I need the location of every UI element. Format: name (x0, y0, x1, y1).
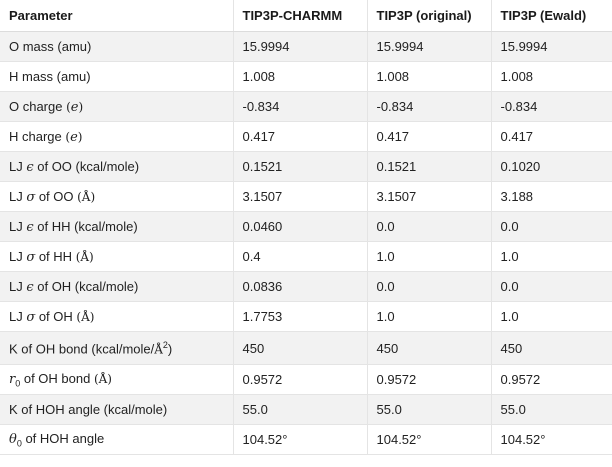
parameter-cell: K of OH bond (kcal/mole/Å2) (0, 331, 234, 365)
table-row: LJ ϵ of OH (kcal/mole) 0.0836 0.0 0.0 (0, 271, 612, 302)
parameter-cell: LJ ϵ of OH (kcal/mole) (0, 271, 234, 302)
parameter-cell: LJ ϵ of HH (kcal/mole) (0, 211, 234, 242)
table-row: r0 of OH bond (Å) 0.9572 0.9572 0.9572 (0, 364, 612, 395)
parameter-cell: r0 of OH bond (Å) (0, 364, 234, 395)
value-cell: 0.0836 (233, 271, 368, 302)
parameter-cell: O mass (amu) (0, 31, 234, 62)
parameter-cell: LJ σ of HH (Å) (0, 241, 234, 272)
value-cell: 0.9572 (491, 364, 612, 395)
value-cell: 0.0 (491, 271, 612, 302)
header-tip3p-original: TIP3P (original) (367, 0, 492, 32)
value-cell: 0.417 (233, 121, 368, 152)
value-cell: 104.52° (491, 424, 612, 455)
value-cell: 0.1020 (491, 151, 612, 182)
value-cell: 55.0 (491, 394, 612, 425)
value-cell: 3.188 (491, 181, 612, 212)
value-cell: 0.0 (367, 271, 492, 302)
value-cell: 1.0 (491, 241, 612, 272)
table-row: LJ σ of OO (Å) 3.1507 3.1507 3.188 (0, 181, 612, 212)
value-cell: 1.008 (367, 61, 492, 92)
table-row: K of HOH angle (kcal/mole) 55.0 55.0 55.… (0, 394, 612, 425)
header-tip3p-ewald: TIP3P (Ewald) (491, 0, 612, 32)
value-cell: 0.9572 (367, 364, 492, 395)
parameter-cell: LJ ϵ of OO (kcal/mole) (0, 151, 234, 182)
value-cell: 15.9994 (491, 31, 612, 62)
value-cell: -0.834 (367, 91, 492, 122)
value-cell: 55.0 (233, 394, 368, 425)
value-cell: -0.834 (491, 91, 612, 122)
value-cell: 0.1521 (233, 151, 368, 182)
value-cell: 104.52° (367, 424, 492, 455)
value-cell: 15.9994 (233, 31, 368, 62)
value-cell: 3.1507 (367, 181, 492, 212)
table-row: θ0 of HOH angle 104.52° 104.52° 104.52° (0, 424, 612, 455)
value-cell: 0.9572 (233, 364, 368, 395)
value-cell: 3.1507 (233, 181, 368, 212)
parameter-cell: LJ σ of OO (Å) (0, 181, 234, 212)
table-row: H mass (amu) 1.008 1.008 1.008 (0, 61, 612, 92)
table-row: LJ σ of HH (Å) 0.4 1.0 1.0 (0, 241, 612, 272)
parameter-cell: O charge (e) (0, 91, 234, 122)
parameter-table: Parameter TIP3P-CHARMM TIP3P (original) … (0, 0, 612, 455)
value-cell: -0.834 (233, 91, 368, 122)
parameter-cell: H charge (e) (0, 121, 234, 152)
value-cell: 1.0 (367, 241, 492, 272)
header-tip3p-charmm: TIP3P-CHARMM (233, 0, 368, 32)
table-row: LJ ϵ of HH (kcal/mole) 0.0460 0.0 0.0 (0, 211, 612, 242)
value-cell: 0.1521 (367, 151, 492, 182)
parameter-cell: LJ σ of OH (Å) (0, 301, 234, 332)
value-cell: 0.0 (491, 211, 612, 242)
table-row: LJ ϵ of OO (kcal/mole) 0.1521 0.1521 0.1… (0, 151, 612, 182)
parameter-cell: θ0 of HOH angle (0, 424, 234, 455)
value-cell: 1.0 (367, 301, 492, 332)
value-cell: 1.0 (491, 301, 612, 332)
table-row: LJ σ of OH (Å) 1.7753 1.0 1.0 (0, 301, 612, 332)
value-cell: 55.0 (367, 394, 492, 425)
value-cell: 0.4 (233, 241, 368, 272)
value-cell: 1.008 (233, 61, 368, 92)
table-row: O mass (amu) 15.9994 15.9994 15.9994 (0, 31, 612, 62)
parameter-cell: H mass (amu) (0, 61, 234, 92)
value-cell: 450 (233, 331, 368, 365)
value-cell: 15.9994 (367, 31, 492, 62)
table-row: K of OH bond (kcal/mole/Å2) 450 450 450 (0, 331, 612, 365)
value-cell: 450 (367, 331, 492, 365)
value-cell: 0.0460 (233, 211, 368, 242)
table-row: H charge (e) 0.417 0.417 0.417 (0, 121, 612, 152)
parameter-cell: K of HOH angle (kcal/mole) (0, 394, 234, 425)
value-cell: 450 (491, 331, 612, 365)
value-cell: 0.417 (367, 121, 492, 152)
table-row: O charge (e) -0.834 -0.834 -0.834 (0, 91, 612, 122)
value-cell: 1.008 (491, 61, 612, 92)
header-row: Parameter TIP3P-CHARMM TIP3P (original) … (0, 0, 612, 32)
value-cell: 1.7753 (233, 301, 368, 332)
value-cell: 0.417 (491, 121, 612, 152)
value-cell: 104.52° (233, 424, 368, 455)
header-parameter: Parameter (0, 0, 234, 32)
value-cell: 0.0 (367, 211, 492, 242)
